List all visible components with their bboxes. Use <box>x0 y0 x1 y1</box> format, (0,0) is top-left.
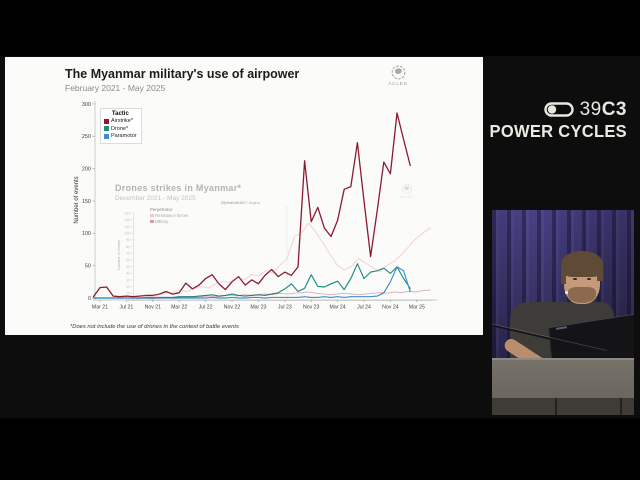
presentation-slide: The Myanmar military's use of airpower F… <box>5 57 483 335</box>
toggle-icon <box>543 102 574 117</box>
svg-text:110: 110 <box>124 225 130 229</box>
svg-text:90: 90 <box>126 238 130 242</box>
svg-text:70: 70 <box>126 252 130 256</box>
svg-text:Jul 21: Jul 21 <box>119 305 133 311</box>
svg-text:200: 200 <box>82 167 91 173</box>
svg-text:Nov 22: Nov 22 <box>224 305 241 311</box>
ghost-slide-title: Drones strikes in Myanmar* <box>115 183 242 193</box>
ghost-legend-item-resistance: Resistance forces <box>150 213 188 218</box>
svg-text:Mar 23: Mar 23 <box>250 305 266 311</box>
legend-item-drone: Drone* <box>104 126 137 133</box>
ghost-acled-label: ACLED <box>399 195 415 199</box>
svg-text:0: 0 <box>128 298 130 302</box>
podium-base <box>492 398 634 415</box>
ghost-y-axis-label: Number of events <box>117 240 121 270</box>
legend-label-airstrike: Airstrike* <box>111 118 134 124</box>
acled-logo-label: ACLED <box>388 82 408 87</box>
speaker-hair-left <box>561 268 566 284</box>
resistance-swatch <box>150 213 154 218</box>
ghost-legend-label-military: Military <box>155 219 169 224</box>
ghost-globe-icon <box>402 184 412 194</box>
congress-branding: 39C3 POWER CYCLES <box>490 100 627 141</box>
podium <box>492 358 634 398</box>
svg-text:130: 130 <box>124 211 130 215</box>
congress-number-suffix: C3 <box>601 99 627 120</box>
acled-logo: ACLED <box>381 64 415 87</box>
svg-text:Jul 22: Jul 22 <box>199 305 213 311</box>
legend-title: Tactic <box>111 111 129 117</box>
headset-mic <box>565 291 568 294</box>
svg-text:20: 20 <box>126 285 130 289</box>
paramotor-swatch <box>104 133 109 139</box>
ghost-annotation-line2: Operation 1027 begins <box>221 200 261 205</box>
svg-text:60: 60 <box>126 258 130 262</box>
ghost-annotation-line1: 27 Oct. 2023: <box>221 200 245 205</box>
congress-number: 39C3 <box>580 100 627 119</box>
drone-swatch <box>104 126 109 132</box>
congress-logo-row: 39C3 <box>490 100 627 119</box>
letterbox-top <box>0 0 640 56</box>
congress-slogan: POWER CYCLES <box>489 122 627 142</box>
svg-text:300: 300 <box>82 102 91 108</box>
svg-text:Mar 22: Mar 22 <box>171 305 187 311</box>
ghost-slide-subtitle: December 2021 - May 2025 <box>115 195 196 202</box>
svg-text:150: 150 <box>82 199 91 205</box>
svg-text:Jul 24: Jul 24 <box>357 305 371 311</box>
chart-legend: Tactic Airstrike* Drone* Paramotor <box>100 108 142 144</box>
svg-text:100: 100 <box>82 231 91 237</box>
svg-text:120: 120 <box>124 218 130 222</box>
svg-text:30: 30 <box>126 278 130 282</box>
speaker-video <box>492 210 634 415</box>
svg-text:Mar 21: Mar 21 <box>92 305 108 311</box>
chart-footnote: *Does not include the use of drones in t… <box>70 324 239 330</box>
speaker-hair-right <box>597 266 603 281</box>
svg-text:Jul 23: Jul 23 <box>278 305 292 311</box>
legend-label-paramotor: Paramotor <box>111 133 137 139</box>
speaker-beard <box>568 287 596 303</box>
speaker-eye-left <box>573 278 577 280</box>
svg-text:Nov 21: Nov 21 <box>145 305 162 311</box>
slide-subtitle: February 2021 - May 2025 <box>65 83 166 93</box>
airstrike-swatch <box>104 118 109 124</box>
svg-text:100: 100 <box>124 232 130 236</box>
svg-text:50: 50 <box>126 265 130 269</box>
ghost-legend-title: Perpetrator <box>150 207 173 212</box>
svg-text:0: 0 <box>88 296 91 302</box>
svg-text:250: 250 <box>82 134 91 140</box>
svg-text:50: 50 <box>85 264 91 270</box>
stage-area: The Myanmar military's use of airpower F… <box>0 56 640 418</box>
svg-text:Mar 25: Mar 25 <box>409 305 425 311</box>
ghost-chart-legend: Perpetrator Resistance forces Military <box>150 207 188 224</box>
svg-text:40: 40 <box>126 272 130 276</box>
speaker-eye-right <box>587 278 591 280</box>
legend-label-drone: Drone* <box>111 125 129 132</box>
svg-text:Mar 24: Mar 24 <box>330 305 346 311</box>
letterbox-bottom <box>0 418 640 480</box>
legend-item-airstrike: Airstrike* <box>104 118 137 125</box>
speaker-hair <box>561 251 603 277</box>
military-swatch <box>150 219 154 224</box>
svg-text:80: 80 <box>126 245 130 249</box>
svg-text:Nov 23: Nov 23 <box>303 305 320 311</box>
slide-title: The Myanmar military's use of airpower <box>65 67 300 81</box>
svg-text:10: 10 <box>126 292 130 296</box>
ghost-acled-logo: ACLED <box>394 183 420 199</box>
congress-number-prefix: 39 <box>579 99 602 120</box>
globe-icon <box>391 65 405 80</box>
legend-item-paramotor: Paramotor <box>104 133 137 140</box>
ghost-legend-label-resistance: Resistance forces <box>155 213 189 218</box>
svg-text:Nov 24: Nov 24 <box>382 305 399 311</box>
ghost-legend-item-military: Military <box>150 219 188 224</box>
